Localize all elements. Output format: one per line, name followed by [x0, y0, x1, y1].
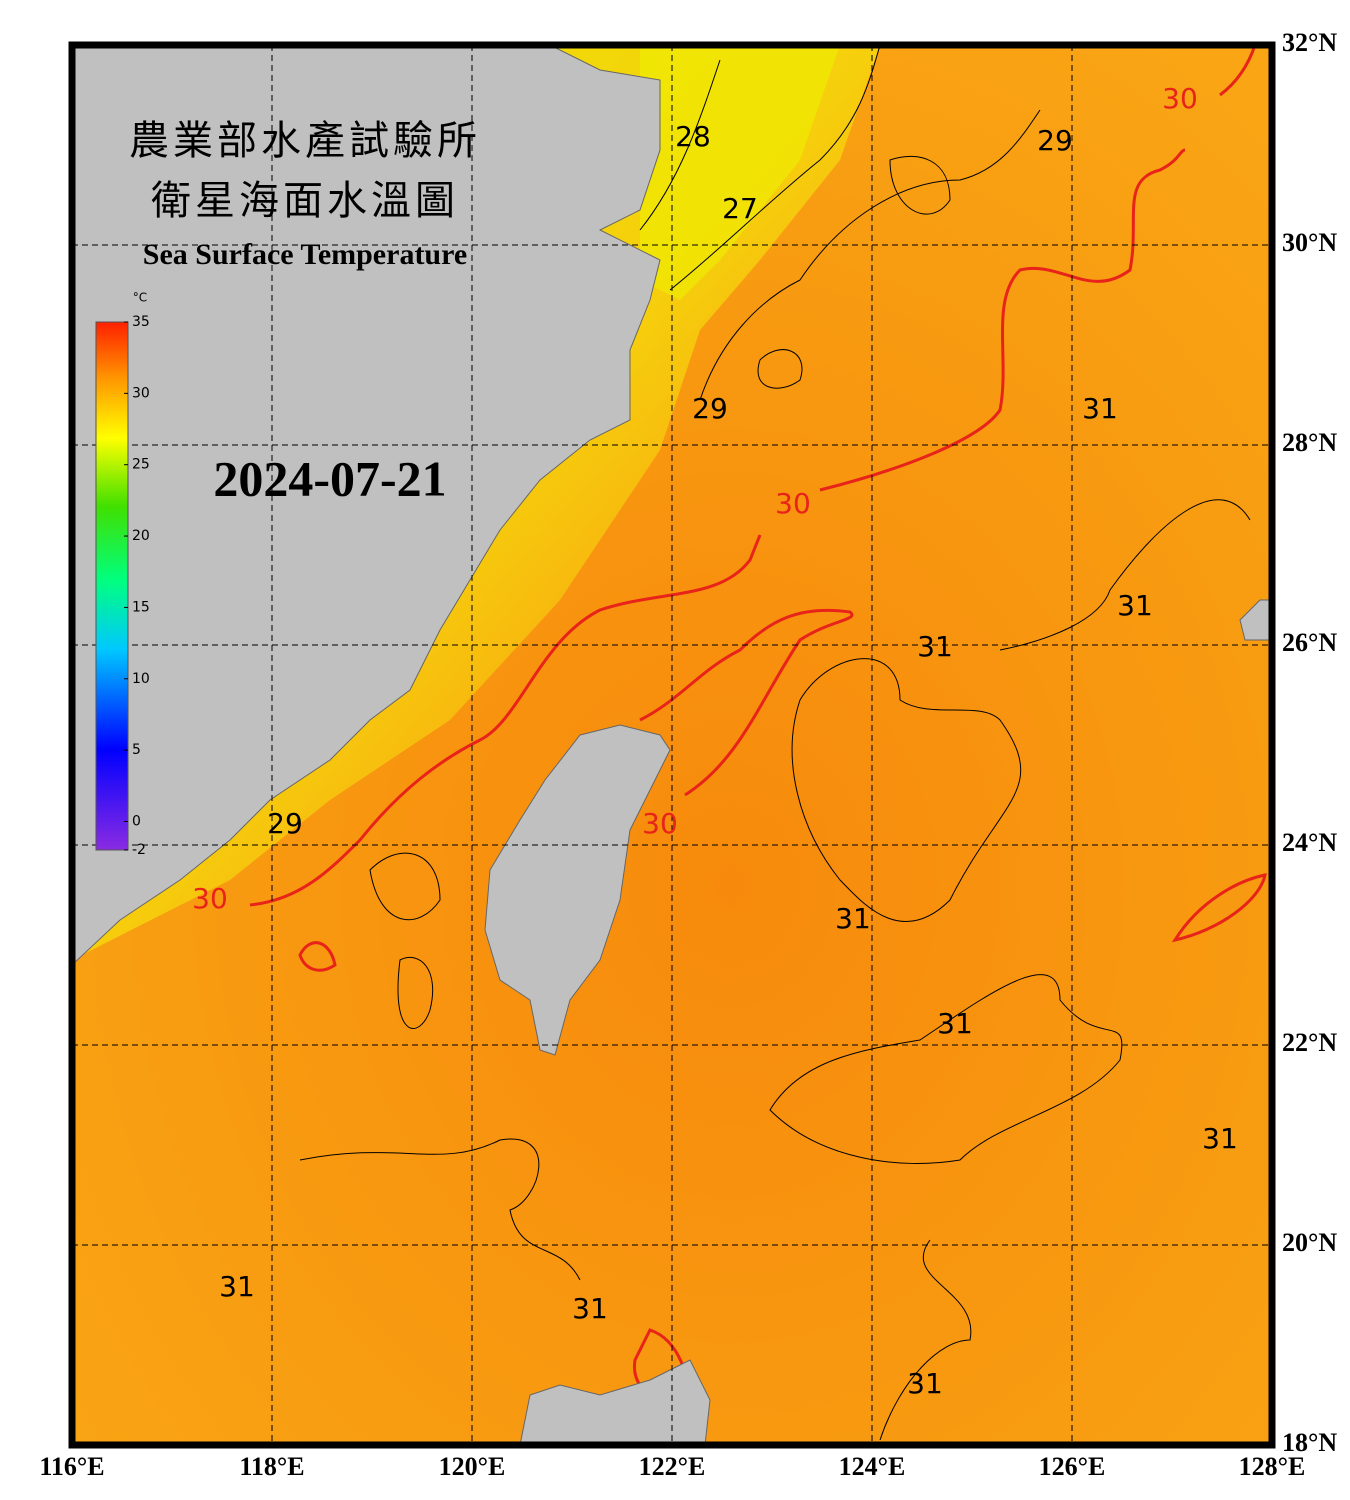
contour-label: 30: [192, 882, 228, 915]
contours-other: [299, 45, 1251, 1441]
title-en: Sea Surface Temperature: [143, 238, 467, 271]
contour-label: 29: [1037, 124, 1073, 157]
title-zh-2: 衛星海面水溫圖: [151, 178, 459, 223]
colorbar-tick-label: 0: [132, 813, 141, 829]
lon-tick-label: 126°E: [1039, 1452, 1106, 1481]
contour-label: 31: [1082, 392, 1118, 425]
date: 2024-07-21: [213, 450, 446, 506]
colorbar-tick-label: 5: [132, 742, 141, 758]
lon-tick-label: 116°E: [39, 1452, 104, 1481]
cool-core: [640, 45, 840, 300]
lat-tick-label: 28°N: [1282, 428, 1337, 457]
colorbar-tick-label: 10: [132, 671, 150, 687]
lat-tick-label: 26°N: [1282, 628, 1337, 657]
luzon: [519, 1359, 711, 1445]
lon-tick-label: 128°E: [1239, 1452, 1306, 1481]
colorbar-tick-label: 25: [132, 457, 150, 473]
colorbar-tick-label: 30: [132, 385, 150, 401]
colorbar-tick-label: 15: [132, 599, 150, 615]
contour-label: 29: [692, 392, 728, 425]
contour-label: 31: [1117, 589, 1153, 622]
contour-label: 31: [572, 1292, 608, 1325]
map-frame: [68, 41, 1276, 1449]
contour-label: 31: [917, 630, 953, 663]
taiwan: [484, 724, 671, 1056]
contours-30: [249, 45, 1267, 1408]
contour-label: 31: [1202, 1122, 1238, 1155]
lat-tick-label: 24°N: [1282, 828, 1337, 857]
lon-tick-label: 118°E: [239, 1452, 304, 1481]
colorbar-tick-label: -2: [132, 842, 146, 858]
title-zh-1: 農業部水產試驗所: [129, 118, 481, 163]
colorbar-tick-label: 35: [132, 314, 150, 330]
land: [72, 45, 1271, 1445]
contour-label: 27: [722, 192, 758, 225]
colorbar: [95, 321, 129, 851]
lat-tick-label: 22°N: [1282, 1028, 1337, 1057]
contour-label: 30: [775, 487, 811, 520]
contour-label: 30: [1162, 82, 1198, 115]
lon-tick-label: 120°E: [439, 1452, 506, 1481]
colorbar-tick-label: 20: [132, 528, 150, 544]
mainland-china: [72, 45, 661, 966]
contour-label: 31: [907, 1367, 943, 1400]
lon-tick-label: 122°E: [639, 1452, 706, 1481]
contour-label: 31: [835, 902, 871, 935]
contour-label: 30: [642, 807, 678, 840]
colorbar-unit: °C: [133, 291, 147, 305]
lat-tick-label: 32°N: [1282, 28, 1337, 57]
lat-tick-label: 18°N: [1282, 1428, 1337, 1457]
lon-tick-label: 124°E: [839, 1452, 906, 1481]
map-area: 28 27 29 30 29 31 30 31 31 30 29 30 31 31 31 31 31 31: [72, 45, 1272, 1445]
contour-label: 31: [219, 1270, 255, 1303]
graticule: [72, 45, 1272, 1445]
contour-labels: 28 27 29 30 29 31 30 31 31 30 29 30 31 31 31 31 31 31: [192, 82, 1238, 1400]
contour-label: 29: [267, 807, 303, 840]
lat-tick-label: 20°N: [1282, 1228, 1337, 1257]
lat-tick-label: 30°N: [1282, 228, 1337, 257]
contour-label: 31: [937, 1007, 973, 1040]
contour-label: 28: [675, 120, 711, 153]
